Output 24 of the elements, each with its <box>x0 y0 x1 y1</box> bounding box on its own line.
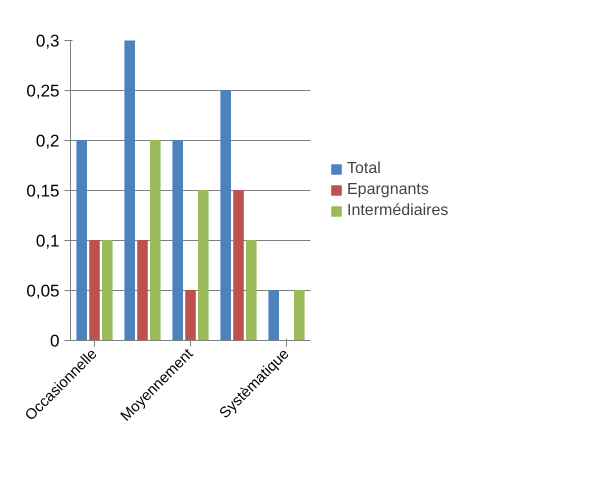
legend-label: Total <box>347 160 381 178</box>
bar <box>124 40 135 340</box>
bar <box>268 290 279 340</box>
bar <box>76 140 87 340</box>
y-tick-label: 0 <box>50 332 60 350</box>
bar <box>172 140 183 340</box>
bar <box>185 290 196 340</box>
y-tick-label: 0,25 <box>26 82 60 100</box>
legend-label: Epargnants <box>347 181 429 199</box>
bar <box>150 140 161 340</box>
y-tick-label: 0,15 <box>26 182 60 200</box>
y-tick-label: 0,1 <box>36 232 60 250</box>
bar <box>89 240 100 340</box>
y-tick-label: 0,2 <box>36 132 60 150</box>
bar <box>246 240 257 340</box>
bar <box>220 90 231 340</box>
bar <box>198 190 209 340</box>
bar <box>233 190 244 340</box>
y-tick-label: 0,05 <box>26 282 60 300</box>
y-tick-label: 0,3 <box>36 32 60 50</box>
bar <box>294 290 305 340</box>
legend-label: Intermédiaires <box>347 202 448 220</box>
bar <box>102 240 113 340</box>
bar <box>137 240 148 340</box>
